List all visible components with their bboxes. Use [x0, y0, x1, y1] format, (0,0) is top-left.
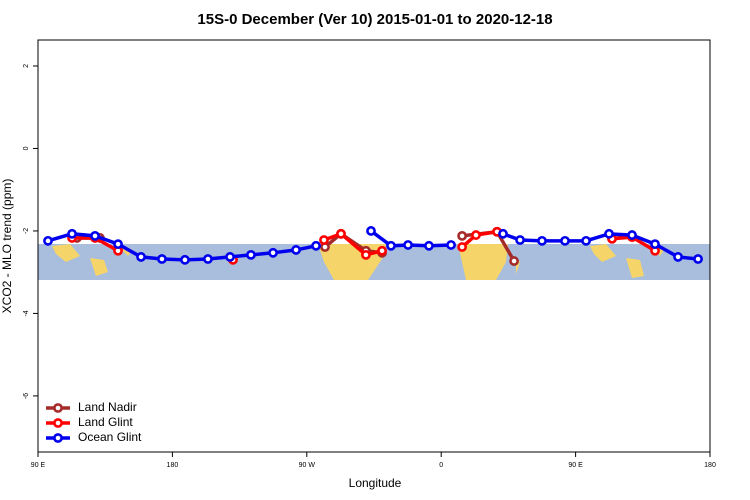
- y-tick-label: -2: [23, 228, 30, 234]
- x-tick-label: 90 E: [568, 462, 583, 469]
- point: [457, 242, 468, 252]
- point: [90, 230, 100, 241]
- x-tick-label: 180: [167, 462, 179, 469]
- point: [457, 230, 468, 241]
- point: [604, 228, 614, 239]
- point: [291, 245, 301, 255]
- point: [136, 252, 146, 262]
- legend-label: Land Glint: [78, 415, 133, 429]
- plot-frame: [37, 39, 711, 453]
- point: [268, 247, 278, 258]
- x-tick-label: 180: [704, 462, 716, 469]
- point: [43, 235, 53, 246]
- point: [650, 239, 660, 250]
- point: [403, 240, 413, 250]
- point: [361, 249, 371, 260]
- legend-marker: [53, 403, 63, 413]
- y-tick-label: 0: [23, 146, 30, 150]
- point: [377, 245, 387, 256]
- map-background: [38, 244, 710, 280]
- point: [67, 228, 77, 239]
- y-tick-label: -6: [23, 393, 30, 399]
- point: [627, 230, 637, 240]
- x-tick-label: 0: [439, 462, 443, 469]
- point: [366, 226, 376, 236]
- point: [336, 228, 346, 239]
- x-tick-label: 90 E: [31, 462, 46, 469]
- legend-label: Ocean Glint: [78, 430, 142, 444]
- point: [246, 249, 256, 260]
- y-tick-label: 2: [23, 64, 30, 68]
- chart-title: 15S-0 December (Ver 10) 2015-01-01 to 20…: [197, 11, 552, 28]
- point: [673, 252, 683, 262]
- point: [471, 230, 481, 240]
- y-axis-label: XCO2 - MLO trend (ppm): [0, 179, 14, 314]
- x-axis-label: Longitude: [349, 476, 402, 490]
- legend-label: Land Nadir: [78, 400, 137, 414]
- point: [446, 240, 456, 250]
- point: [515, 235, 525, 245]
- point: [424, 240, 434, 251]
- point: [537, 235, 547, 246]
- point: [498, 228, 508, 239]
- point: [180, 254, 190, 265]
- point: [693, 254, 703, 264]
- point: [386, 240, 396, 251]
- point: [157, 254, 167, 264]
- point: [113, 239, 123, 250]
- point: [581, 235, 591, 246]
- point: [225, 252, 235, 262]
- point: [560, 235, 570, 246]
- point: [509, 256, 519, 266]
- x-tick-label: 90 W: [299, 462, 316, 469]
- point: [319, 235, 329, 245]
- legend-marker: [53, 418, 63, 428]
- legend-marker: [53, 433, 63, 443]
- point: [203, 254, 213, 264]
- point: [311, 240, 321, 251]
- y-tick-label: -4: [23, 310, 30, 316]
